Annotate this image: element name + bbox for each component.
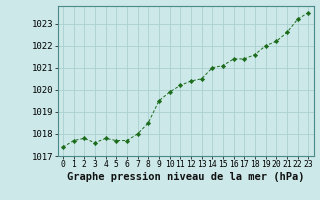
X-axis label: Graphe pression niveau de la mer (hPa): Graphe pression niveau de la mer (hPa) <box>67 172 304 182</box>
